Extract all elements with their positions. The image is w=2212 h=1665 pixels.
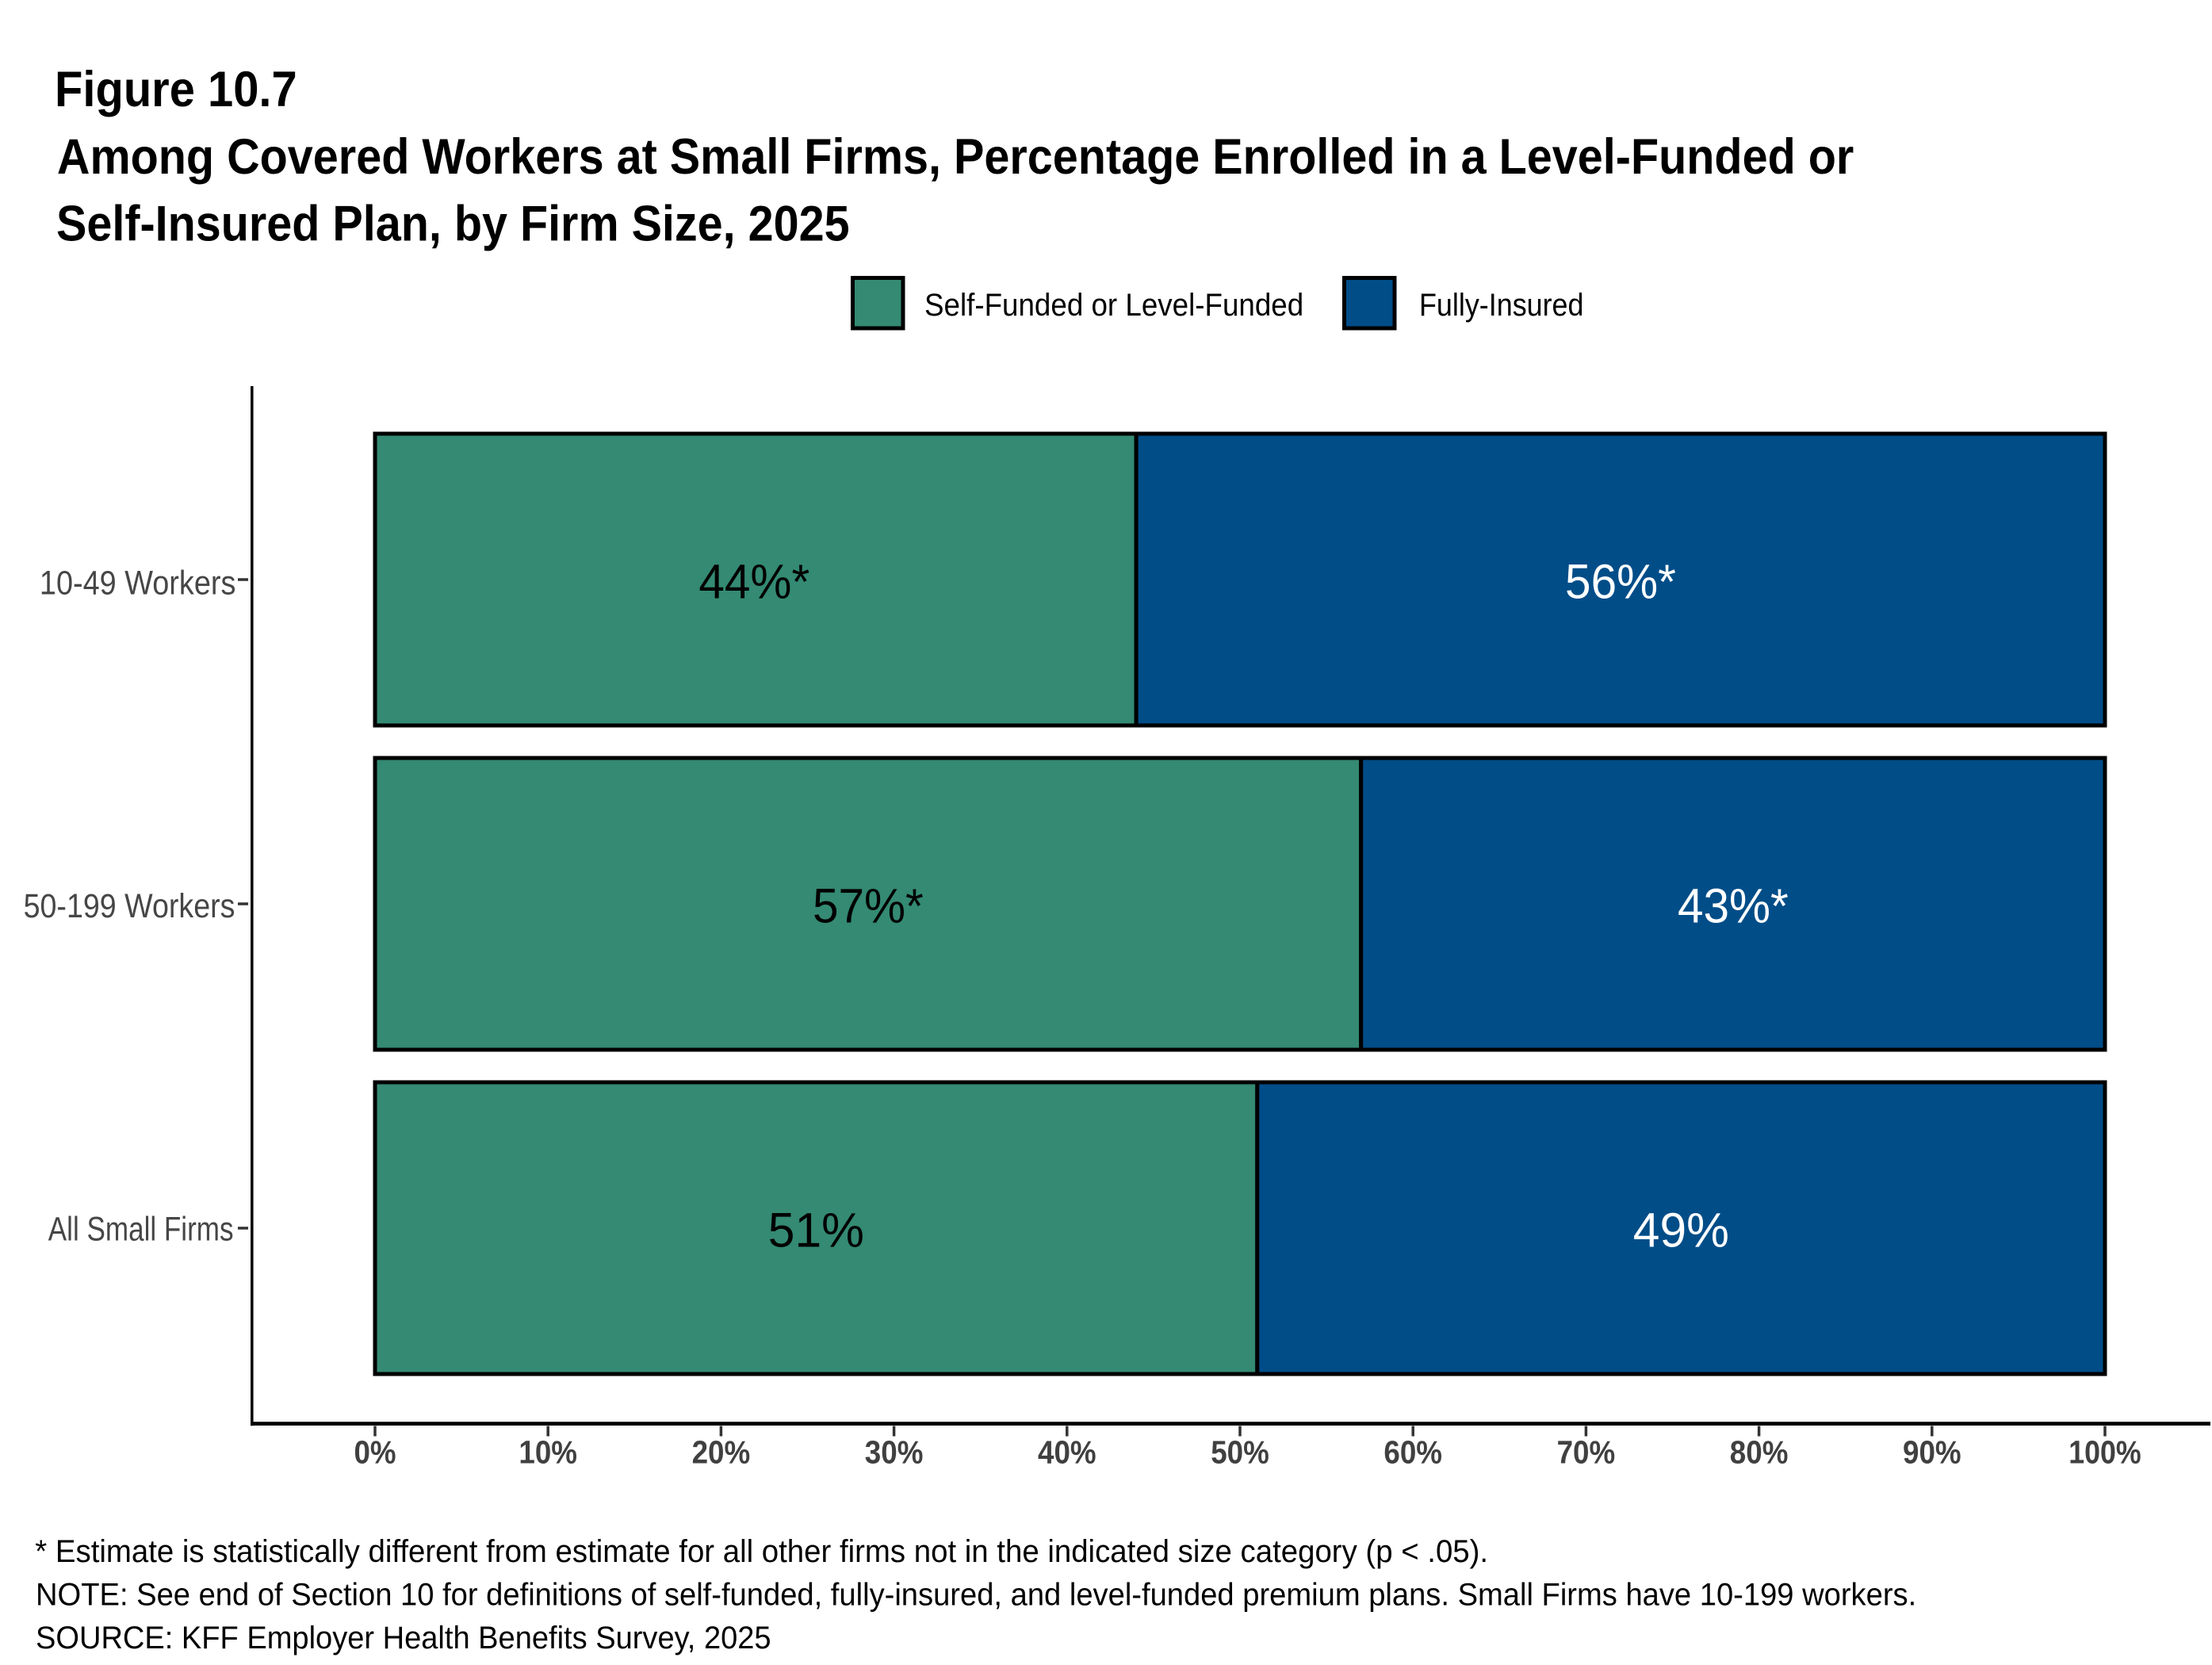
svg-text:Among Covered Workers at Small: Among Covered Workers at Small Firms, Pe…	[57, 129, 1854, 185]
svg-text:30%: 30%	[865, 1434, 924, 1471]
svg-text:10-49 Workers: 10-49 Workers	[40, 564, 236, 602]
svg-text:90%: 90%	[1903, 1434, 1961, 1471]
svg-text:51%: 51%	[768, 1204, 864, 1258]
svg-text:44%*: 44%*	[698, 555, 809, 610]
svg-text:20%: 20%	[692, 1434, 751, 1471]
svg-text:43%*: 43%*	[1678, 879, 1789, 934]
svg-text:Fully-Insured: Fully-Insured	[1419, 288, 1584, 323]
svg-text:Self-Funded or Level-Funded: Self-Funded or Level-Funded	[924, 288, 1303, 323]
svg-text:Figure 10.7: Figure 10.7	[55, 62, 297, 117]
svg-text:50%: 50%	[1211, 1434, 1269, 1471]
svg-text:40%: 40%	[1038, 1434, 1096, 1471]
svg-text:SOURCE: KFF Employer Health Be: SOURCE: KFF Employer Health Benefits Sur…	[36, 1621, 771, 1655]
svg-text:* Estimate is statistically di: * Estimate is statistically different fr…	[35, 1534, 1488, 1569]
svg-text:60%: 60%	[1383, 1434, 1442, 1471]
svg-text:50-199 Workers: 50-199 Workers	[24, 887, 235, 925]
svg-text:80%: 80%	[1730, 1434, 1789, 1471]
svg-text:10%: 10%	[519, 1434, 577, 1471]
svg-text:70%: 70%	[1557, 1434, 1616, 1471]
svg-text:56%*: 56%*	[1565, 555, 1676, 610]
svg-text:57%*: 57%*	[813, 879, 924, 934]
svg-text:100%: 100%	[2068, 1434, 2141, 1471]
svg-text:0%: 0%	[354, 1434, 396, 1471]
svg-text:49%: 49%	[1633, 1204, 1729, 1258]
svg-text:Self-Insured Plan, by Firm Siz: Self-Insured Plan, by Firm Size, 2025	[56, 197, 850, 252]
svg-text:NOTE: See end of Section 10 fo: NOTE: See end of Section 10 for definiti…	[36, 1577, 1916, 1612]
svg-text:All Small Firms: All Small Firms	[48, 1211, 234, 1249]
